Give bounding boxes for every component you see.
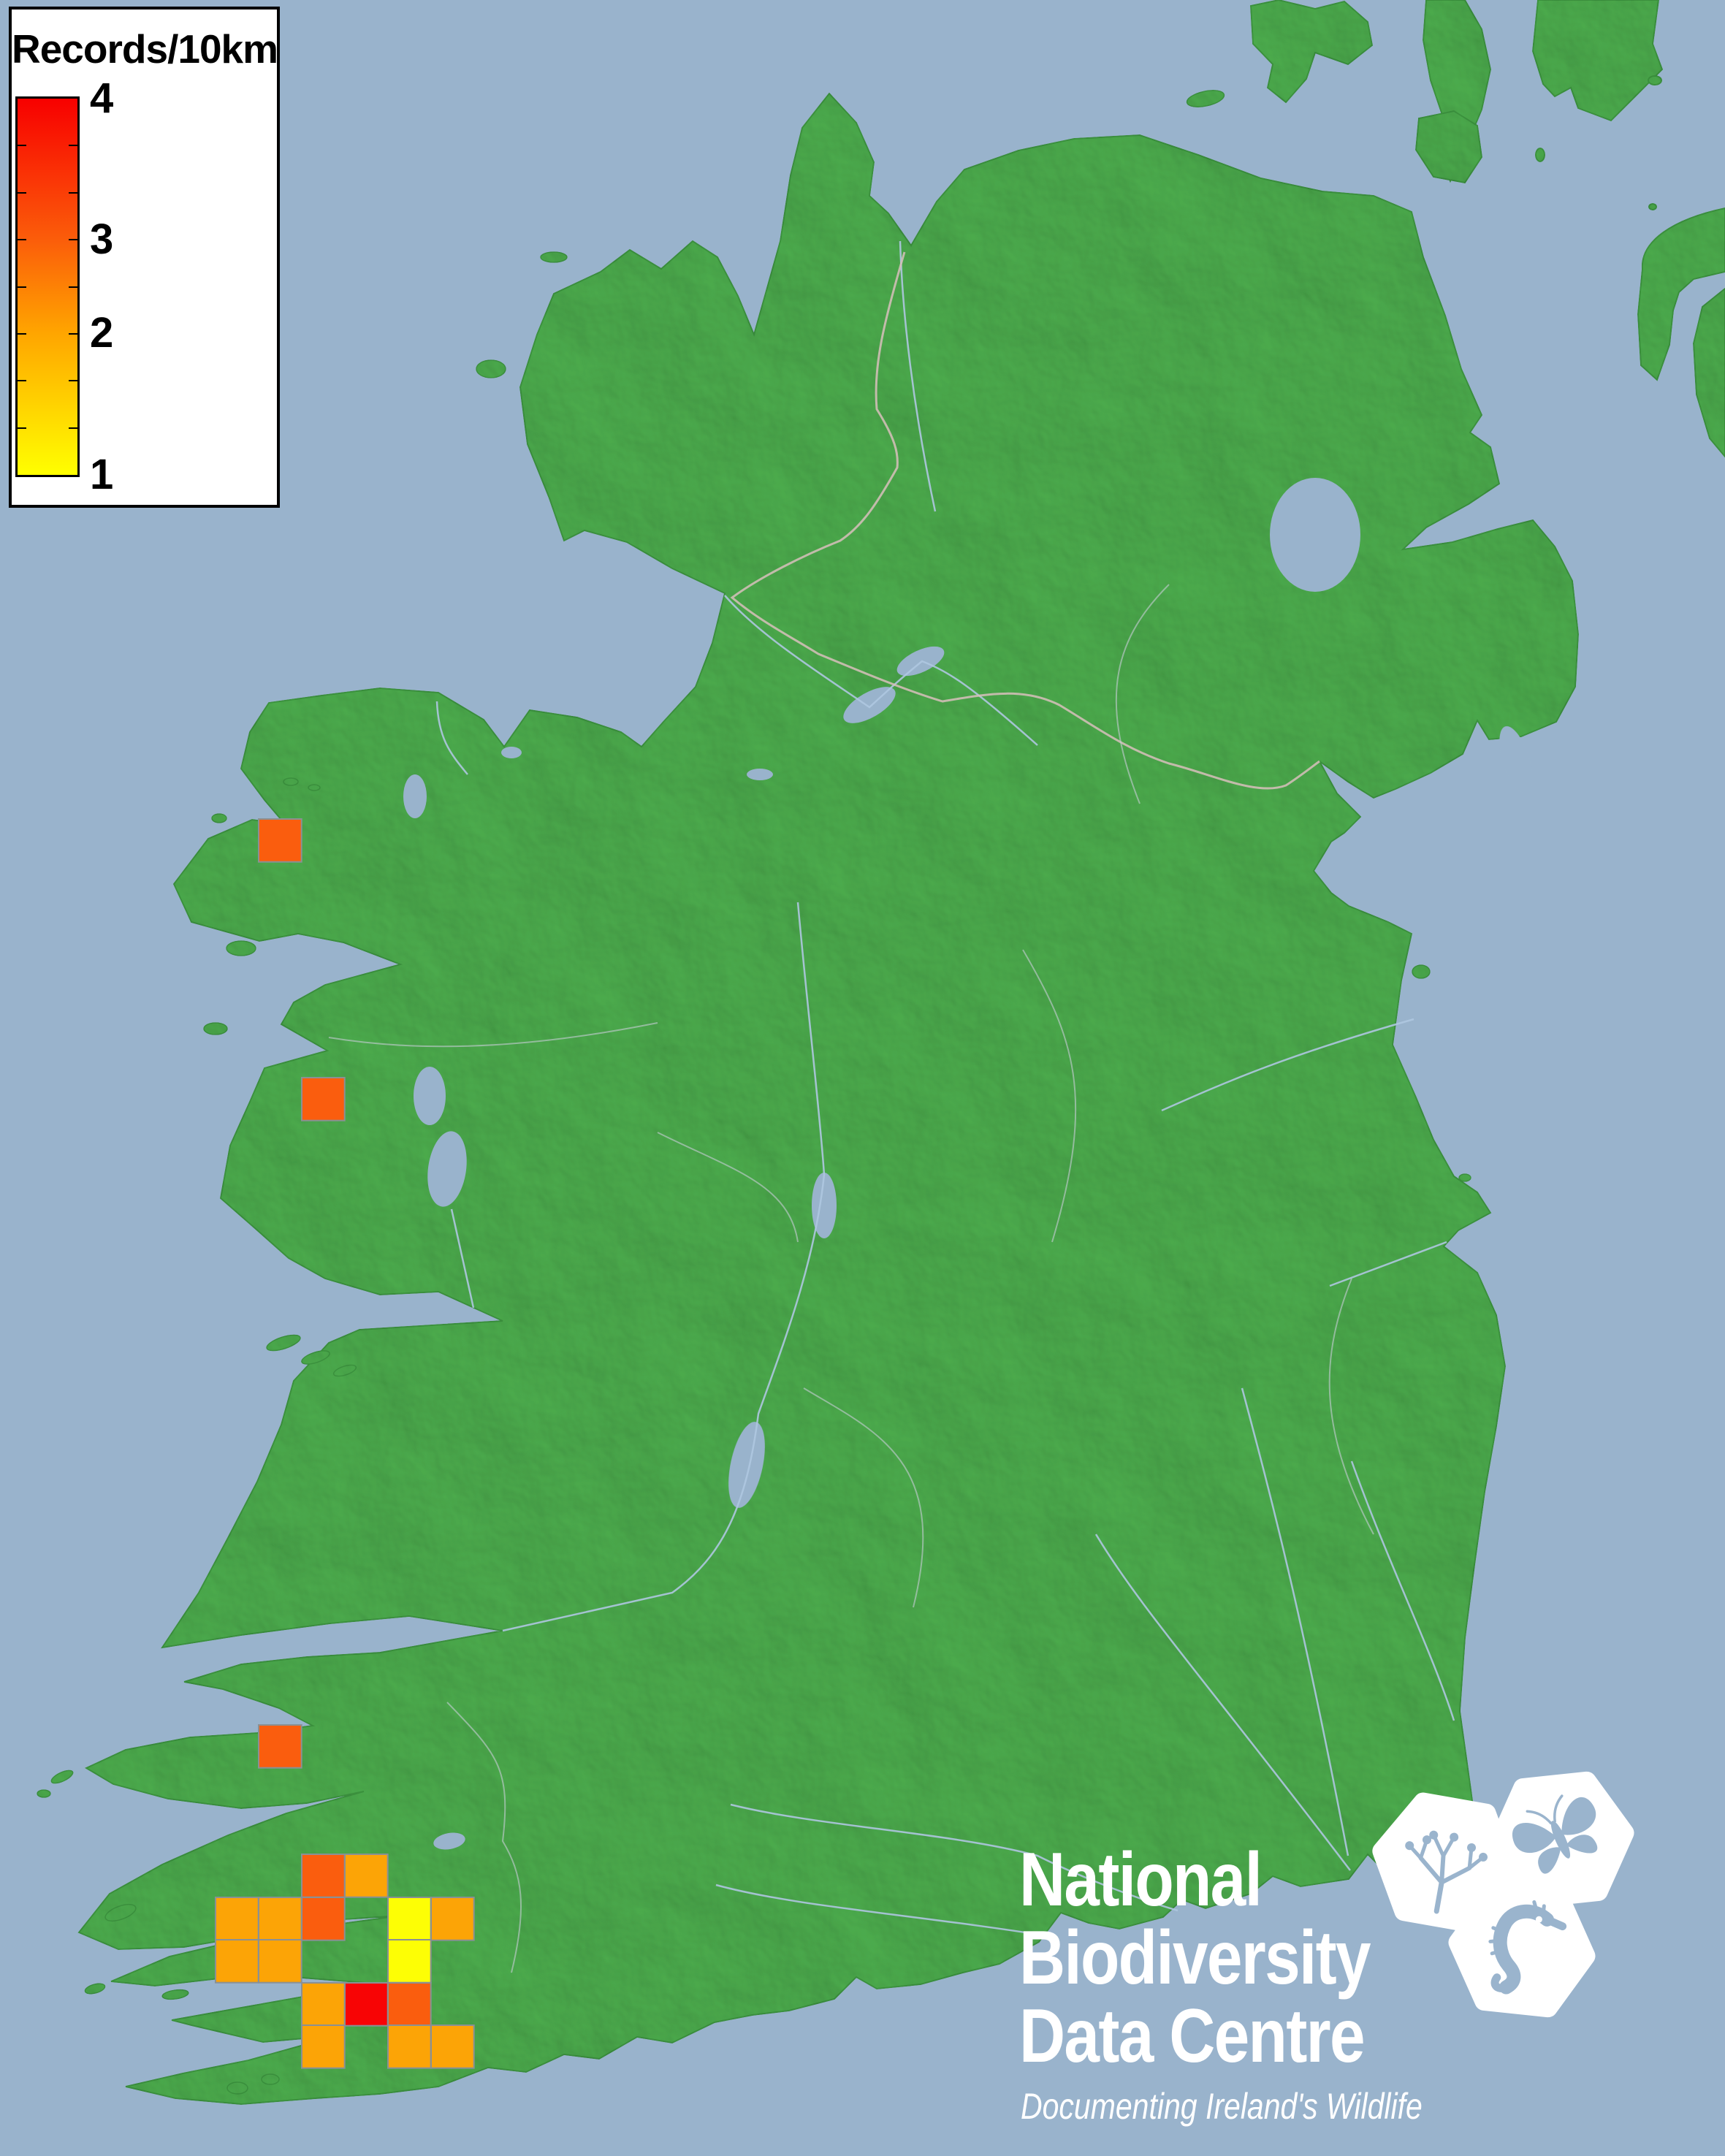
nbdc-logo-icons	[1372, 1771, 1634, 2018]
legend-panel: Records/10km 4 3 2 1	[9, 7, 280, 508]
legend-tick-mark	[18, 145, 26, 147]
landmasses	[37, 0, 1725, 2106]
legend-tick-mark	[69, 145, 77, 147]
grid-square-records-2[interactable]	[258, 1939, 302, 1984]
ireland-landmass	[77, 92, 1580, 2106]
grid-square-records-2[interactable]	[215, 1939, 259, 1984]
grid-square-records-2[interactable]	[215, 1897, 259, 1941]
legend-tick-label: 3	[90, 216, 114, 264]
legend-tick-label: 2	[90, 308, 114, 357]
grid-square-records-2[interactable]	[430, 1897, 475, 1941]
grid-square-records-2[interactable]	[387, 2024, 432, 2069]
legend-tick-label: 4	[90, 75, 114, 122]
legend-tick-mark	[69, 380, 77, 382]
grid-square-records-3[interactable]	[258, 818, 302, 863]
offshore-islets	[37, 90, 1471, 2095]
grid-square-records-2[interactable]	[430, 2024, 475, 2069]
grid-square-records-1[interactable]	[387, 1897, 432, 1941]
grid-square-records-3[interactable]	[387, 1982, 432, 2027]
legend-title: Records/10km	[12, 26, 278, 72]
hexagon-butterfly-icon	[1487, 1771, 1634, 1908]
record-squares-layer	[215, 818, 475, 2069]
legend-tick-mark	[69, 191, 77, 194]
legend-tick-mark	[18, 239, 26, 241]
legend-tick-mark	[18, 332, 26, 335]
county-borders	[328, 584, 1374, 1973]
hexagon-seahorse-icon	[1448, 1881, 1596, 2018]
legend-tick-mark	[69, 332, 77, 335]
grid-square-records-3[interactable]	[258, 1724, 302, 1769]
grid-square-records-3[interactable]	[301, 1077, 346, 1121]
grid-square-records-2[interactable]	[301, 1982, 346, 2027]
ni-border	[730, 251, 1320, 790]
grid-square-records-4[interactable]	[344, 1982, 389, 2027]
legend-tick-mark	[69, 239, 77, 241]
grid-square-records-3[interactable]	[301, 1897, 346, 1941]
grid-square-records-3[interactable]	[301, 1854, 346, 1898]
legend-tick-mark	[18, 286, 26, 288]
legend-tick-mark	[18, 191, 26, 194]
logo-line-national: National	[1019, 1837, 1263, 1922]
nbdc-logo-text: National Biodiversity Data Centre	[1019, 1841, 1436, 2076]
legend-tick-mark	[69, 286, 77, 288]
scotland-islands	[1249, 0, 1725, 458]
legend-tick-mark	[69, 427, 77, 429]
boundary-lines	[328, 251, 1374, 1973]
legend-tick-label: 1	[90, 451, 114, 498]
grid-square-records-1[interactable]	[387, 1939, 432, 1984]
grid-square-records-2[interactable]	[258, 1897, 302, 1941]
rivers	[435, 240, 1455, 1939]
legend-tick-mark	[18, 380, 26, 382]
logo-tagline: Documenting Ireland's Wildlife	[1021, 2086, 1423, 2127]
grid-square-records-2[interactable]	[344, 1854, 389, 1898]
legend-tick-mark	[18, 427, 26, 429]
logo-line-biodiversity: Biodiversity	[1019, 1916, 1371, 2000]
logo-line-data-centre: Data Centre	[1019, 1994, 1366, 2079]
grid-square-records-2[interactable]	[301, 2024, 346, 2069]
